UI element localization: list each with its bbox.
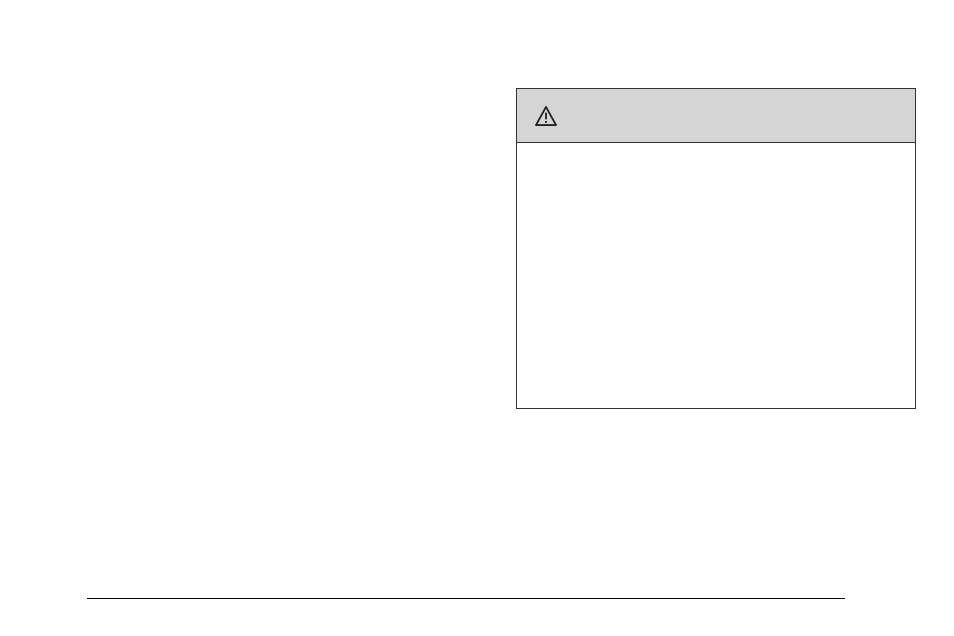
warning-body-text (517, 143, 915, 408)
warning-triangle-icon (535, 106, 557, 126)
warning-callout-box (516, 88, 916, 409)
footer-horizontal-rule (87, 598, 845, 599)
warning-header (517, 89, 915, 143)
